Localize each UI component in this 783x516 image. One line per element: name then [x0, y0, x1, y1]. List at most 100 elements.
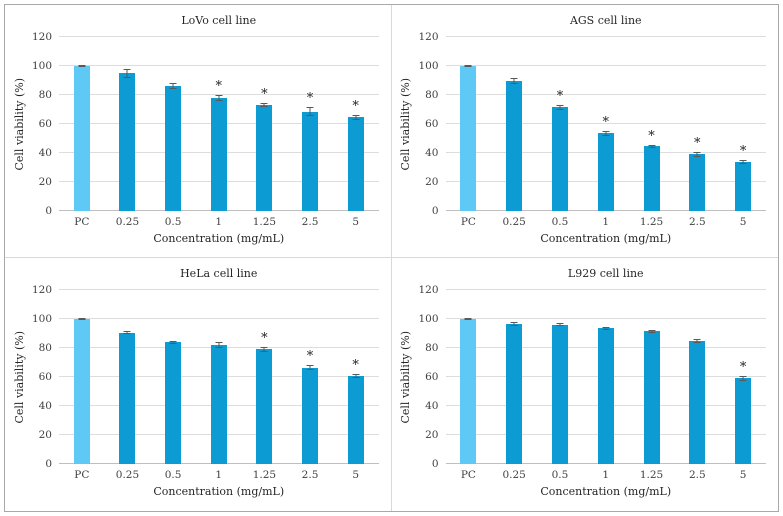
- x-tick-label: 2.5: [301, 215, 319, 228]
- bar-slot: [196, 290, 242, 464]
- x-tick-label: 1.25: [639, 215, 664, 228]
- bar: [643, 146, 660, 211]
- y-axis-ticks: 0 20 40 60 80 100 120: [27, 284, 59, 470]
- x-tick-label: 0.25: [502, 468, 526, 481]
- error-bar: [123, 68, 131, 78]
- bar-pc: [460, 319, 477, 464]
- x-tick-label: 1: [602, 468, 610, 481]
- error-bar-line: [263, 103, 265, 107]
- error-bar-line: [513, 79, 515, 84]
- grid-line: [445, 65, 766, 66]
- x-tick-label: 0.5: [164, 468, 182, 481]
- bars: *: [446, 290, 767, 464]
- bar-slot: *: [720, 290, 766, 464]
- error-bar-line: [218, 343, 220, 347]
- y-tick-label: 20: [38, 429, 52, 441]
- error-bar-line: [309, 366, 311, 369]
- bar-slot: *: [583, 37, 629, 211]
- grid-line: [59, 36, 379, 37]
- y-tick-label: 60: [425, 371, 439, 383]
- chart-body: Cell viability (%) 0 20 40 60 80 100 120 * * *: [11, 284, 379, 470]
- y-axis-ticks: 0 20 40 60 80 100 120: [414, 31, 446, 217]
- bar-slot: *: [196, 37, 242, 211]
- error-bar-line: [309, 108, 311, 116]
- bar: [597, 328, 614, 464]
- y-axis-title: Cell viability (%): [398, 37, 414, 211]
- bars: * * * * *: [446, 37, 767, 211]
- error-bar: [78, 64, 86, 68]
- grid-line: [445, 94, 766, 95]
- bar-slot: [629, 290, 675, 464]
- chart-title: HeLa cell line: [180, 267, 258, 280]
- bar: [347, 376, 364, 464]
- bar: [119, 332, 136, 464]
- y-axis-title-text: Cell viability (%): [12, 77, 26, 171]
- chart-title: AGS cell line: [569, 14, 642, 27]
- x-tick-label: 1.25: [252, 215, 277, 228]
- grid-line: [59, 94, 379, 95]
- y-tick-label: 20: [425, 176, 439, 188]
- y-axis-title: Cell viability (%): [11, 290, 27, 464]
- grid-line: [59, 65, 379, 66]
- x-axis-ticks: PC 0.25 0.5 1 1.25 2.5 5: [59, 464, 379, 485]
- chart-body: Cell viability (%) 0 20 40 60 80 100 120 * * * * *: [398, 31, 767, 217]
- x-tick-label: 0.5: [164, 215, 182, 228]
- chart-panel-lovo: LoVo cell line Cell viability (%) 0 20 40 60 8…: [5, 5, 392, 258]
- error-bar-line: [605, 132, 607, 135]
- x-tick-label: 0.5: [551, 468, 569, 481]
- error-bar-line: [559, 324, 561, 326]
- error-bar: [556, 323, 564, 327]
- chart-title: LoVo cell line: [181, 14, 257, 27]
- chart-panel-l929: L929 cell line Cell viability (%) 0 20 40 60 8…: [392, 258, 779, 511]
- y-tick-label: 80: [38, 89, 52, 101]
- y-tick-label: 0: [431, 205, 439, 217]
- grid-line: [445, 289, 766, 290]
- error-bar: [510, 78, 518, 85]
- x-tick-label: 1.25: [252, 468, 277, 481]
- y-tick-label: 0: [45, 205, 52, 217]
- bar: [506, 81, 523, 211]
- error-bar: [739, 159, 747, 164]
- y-tick-label: 40: [425, 400, 439, 412]
- error-bar-line: [651, 146, 653, 147]
- error-bar: [352, 115, 360, 120]
- error-bar: [648, 145, 656, 148]
- plot-area: *: [445, 289, 767, 464]
- y-tick-label: 120: [31, 31, 52, 43]
- bar-slot: [491, 290, 537, 464]
- y-tick-label: 120: [31, 284, 52, 296]
- x-tick-label: 2.5: [688, 468, 706, 481]
- y-tick-label: 120: [418, 284, 439, 296]
- y-tick-label: 80: [38, 342, 52, 354]
- bar: [302, 367, 319, 464]
- y-tick-label: 60: [425, 118, 439, 130]
- chart-panel-hela: HeLa cell line Cell viability (%) 0 20 40 60 8…: [5, 258, 392, 511]
- y-axis-title: Cell viability (%): [398, 290, 414, 464]
- bar-slot: [150, 290, 196, 464]
- y-axis-ticks: 0 20 40 60 80 100 120: [27, 31, 59, 217]
- bars: * * *: [59, 290, 379, 464]
- bar: [689, 340, 706, 464]
- bar: [165, 86, 182, 211]
- bars: * * * *: [59, 37, 379, 211]
- bar: [643, 331, 660, 464]
- significance-asterisk: *: [739, 360, 747, 376]
- error-bar: [260, 102, 268, 108]
- plot-area: * * *: [59, 289, 379, 464]
- y-axis-title-text: Cell viability (%): [399, 330, 412, 424]
- error-bar-line: [696, 153, 698, 156]
- y-tick-label: 0: [45, 458, 52, 470]
- x-axis-ticks: PC 0.25 0.5 1 1.25 2.5 5: [59, 211, 379, 232]
- significance-asterisk: *: [556, 89, 564, 105]
- x-axis-ticks: PC 0.25 0.5 1 1.25 2.5 5: [446, 211, 767, 232]
- bar: [165, 342, 182, 464]
- error-bar: [648, 330, 656, 333]
- error-bar-line: [263, 348, 265, 351]
- x-tick-label: 0.25: [502, 215, 526, 228]
- bar: [735, 161, 752, 211]
- y-tick-label: 80: [425, 342, 439, 354]
- x-tick-label: 5: [739, 215, 747, 228]
- x-tick-label: 0.5: [551, 215, 569, 228]
- error-bar: [306, 107, 314, 117]
- bar: [597, 133, 614, 211]
